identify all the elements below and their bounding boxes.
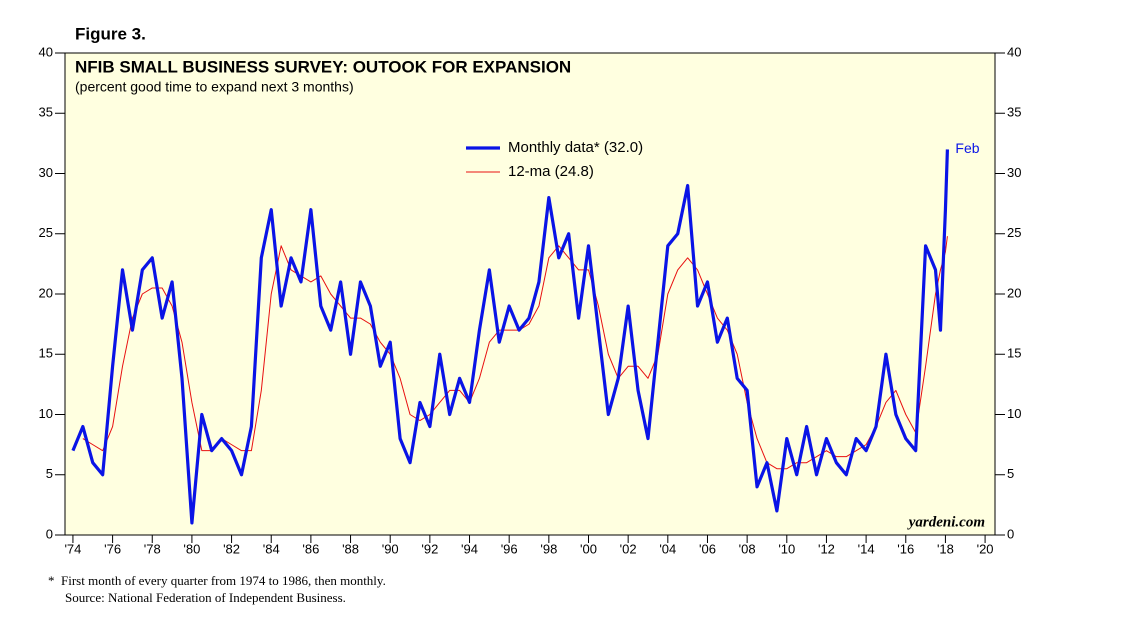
y2-tick-label: 0 [1007,526,1014,541]
x-tick-label: '82 [223,541,240,556]
legend-label: 12-ma (24.8) [508,163,594,180]
y2-tick-label: 30 [1007,165,1021,180]
x-tick-label: '18 [937,541,954,556]
footnote: * First month of every quarter from 1974… [48,573,386,588]
data-line [71,149,950,525]
footnote: Source: National Federation of Independe… [65,590,346,605]
y-tick-label: 30 [39,165,53,180]
y2-tick-label: 5 [1007,466,1014,481]
chart-subtitle: (percent good time to expand next 3 mont… [75,79,354,95]
x-tick-label: '90 [382,541,399,556]
data-line [82,236,948,470]
y-tick-label: 35 [39,105,53,120]
x-tick-label: '80 [183,541,200,556]
x-tick-label: '98 [540,541,557,556]
x-tick-label: '92 [421,541,438,556]
x-tick-label: '20 [977,541,994,556]
x-tick-label: '16 [897,541,914,556]
y2-tick-label: 40 [1007,44,1021,59]
x-tick-label: '06 [699,541,716,556]
annotation: Feb [955,140,979,156]
chart-title: NFIB SMALL BUSINESS SURVEY: OUTOOK FOR E… [75,57,571,76]
y2-tick-label: 20 [1007,285,1021,300]
x-tick-label: '74 [64,541,81,556]
y-tick-label: 5 [46,466,53,481]
y-tick-label: 25 [39,225,53,240]
y2-tick-label: 10 [1007,406,1021,421]
x-tick-label: '88 [342,541,359,556]
y2-tick-label: 25 [1007,225,1021,240]
legend-label: Monthly data* (32.0) [508,139,643,156]
x-tick-label: '08 [739,541,756,556]
y-tick-label: 10 [39,406,53,421]
x-tick-label: '76 [104,541,121,556]
x-tick-label: '04 [659,541,676,556]
plot-area [64,52,996,536]
x-tick-label: '12 [818,541,835,556]
y-tick-label: 40 [39,44,53,59]
x-tick-label: '96 [501,541,518,556]
x-tick-label: '78 [144,541,161,556]
y-tick-label: 0 [46,526,53,541]
y2-tick-label: 15 [1007,346,1021,361]
y2-tick-label: 35 [1007,105,1021,120]
x-tick-label: '02 [620,541,637,556]
x-tick-label: '00 [580,541,597,556]
x-tick-label: '14 [858,541,875,556]
figure-label: Figure 3. [75,24,146,43]
x-tick-label: '94 [461,541,478,556]
y-tick-label: 20 [39,285,53,300]
y-tick-label: 15 [39,346,53,361]
x-tick-label: '10 [778,541,795,556]
x-tick-label: '86 [302,541,319,556]
x-tick-label: '84 [263,541,280,556]
watermark: yardeni.com [907,514,985,530]
